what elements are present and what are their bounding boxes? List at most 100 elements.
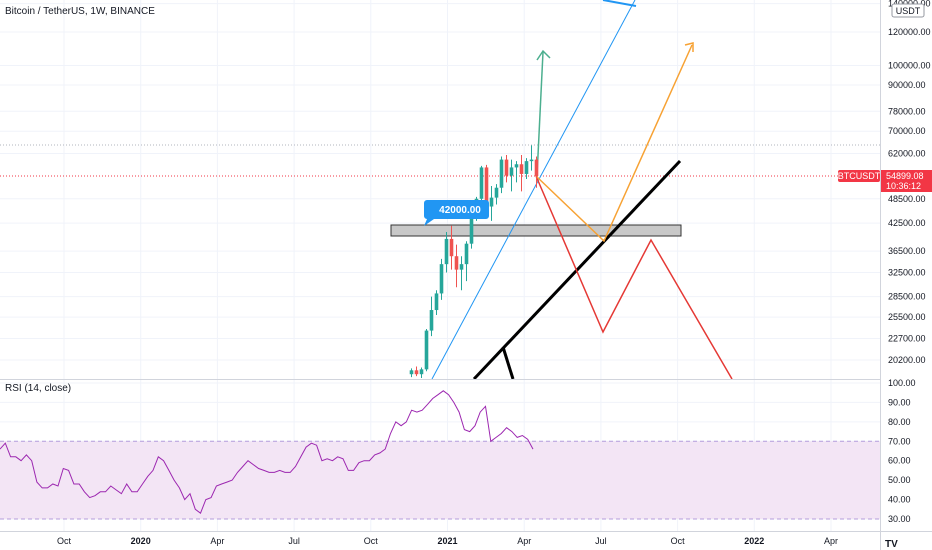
candle <box>454 244 459 288</box>
candle <box>514 161 519 183</box>
candle <box>479 165 484 203</box>
candle <box>529 145 534 171</box>
candle <box>534 156 539 188</box>
countdown-label: 10:36:12 <box>886 181 921 191</box>
time-tick-label: Jul <box>595 536 607 546</box>
price-axis[interactable]: 140000.00120000.00100000.0090000.0078000… <box>888 0 931 365</box>
callout-bubble <box>424 200 489 226</box>
blue-trend-line-top[interactable] <box>602 0 637 7</box>
price-tick-label: 20200.00 <box>888 355 926 365</box>
candle <box>524 158 529 179</box>
candle-body <box>414 370 419 375</box>
rsi-tick-label: 50.00 <box>888 475 911 485</box>
price-tick-label: 70000.00 <box>888 126 926 136</box>
rsi-band <box>0 441 880 519</box>
time-tick-label: Jul <box>288 536 300 546</box>
candle <box>444 231 449 273</box>
price-tick-label: 42500.00 <box>888 218 926 228</box>
candle-body <box>449 238 454 257</box>
red-projection-path[interactable] <box>535 175 733 380</box>
time-tick-label: Oct <box>57 536 72 546</box>
price-tick-label: 78000.00 <box>888 106 926 116</box>
rsi-tick-label: 90.00 <box>888 397 911 407</box>
rsi-title[interactable]: RSI (14, close) <box>5 383 71 394</box>
last-price-tag-box <box>881 170 932 192</box>
price-tick-label: 36500.00 <box>888 246 926 256</box>
time-tick-label: 2021 <box>437 536 457 546</box>
candle-body <box>509 167 514 176</box>
candlestick-series <box>409 145 539 378</box>
candle <box>464 241 469 282</box>
candle-body <box>519 164 524 174</box>
candle-body <box>459 264 464 270</box>
time-axis[interactable]: Oct 2020 Apr Jul Oct 2021 Apr Jul Oct 2022 Apr <box>57 536 838 546</box>
candle-body <box>514 164 519 168</box>
candle-body <box>444 238 449 265</box>
time-tick-label: Apr <box>517 536 531 546</box>
symbol-title[interactable]: Bitcoin / TetherUS, 1W, BINANCE <box>5 6 155 17</box>
candle <box>419 367 424 378</box>
candle <box>414 366 419 377</box>
rsi-tick-label: 40.00 <box>888 495 911 505</box>
black-arrow-head[interactable] <box>501 346 515 380</box>
support-zone[interactable] <box>390 224 682 237</box>
symbol-tag-label: BTCUSDT <box>838 171 881 181</box>
candle-body <box>524 161 529 174</box>
candle-body <box>419 369 424 375</box>
price-callout[interactable]: 42000.00 <box>424 200 489 226</box>
rsi-line <box>0 390 534 514</box>
candle <box>439 258 444 300</box>
blue-trend-line[interactable] <box>431 0 636 380</box>
green-projection-path[interactable] <box>536 51 544 177</box>
candle-body <box>494 187 499 198</box>
price-tick-label: 25500.00 <box>888 312 926 322</box>
candle-body <box>429 310 434 331</box>
price-tick-label: 90000.00 <box>888 80 926 90</box>
price-tick-label: 28500.00 <box>888 292 926 302</box>
rsi-tick-label: 100.00 <box>888 378 916 388</box>
rsi-axis[interactable]: 100.00 90.00 80.00 70.00 60.00 50.00 40.00 30.0… <box>888 378 916 524</box>
time-tick-label: 2020 <box>131 536 151 546</box>
rsi-tick-label: 60.00 <box>888 456 911 466</box>
candle <box>429 296 434 337</box>
orange-projection-path[interactable] <box>535 44 693 243</box>
candle <box>489 185 494 221</box>
last-price-tag: 54899.08 10:36:12 <box>881 170 932 192</box>
candle-body <box>534 159 539 176</box>
candle-body <box>464 243 469 265</box>
trend-drawings[interactable] <box>431 0 733 381</box>
price-tick-label: 32500.00 <box>888 267 926 277</box>
time-tick-label: Apr <box>210 536 224 546</box>
green-arrow-head <box>536 49 551 61</box>
candle <box>519 155 524 192</box>
time-tick-label: Oct <box>364 536 379 546</box>
candle-body <box>529 159 534 162</box>
time-tick-label: Oct <box>671 536 686 546</box>
candle-body <box>439 264 444 294</box>
last-price-label: 54899.08 <box>886 171 924 181</box>
candle-body <box>409 370 414 375</box>
time-tick-label: 2022 <box>744 536 764 546</box>
candle <box>409 368 414 378</box>
candle <box>499 156 504 194</box>
time-tick-label: Apr <box>824 536 838 546</box>
candle-body <box>424 330 429 370</box>
rsi-tick-label: 30.00 <box>888 514 911 524</box>
currency-button[interactable]: USDT <box>891 3 925 18</box>
tradingview-logo-mark: TV <box>885 539 898 550</box>
price-tick-label: 100000.00 <box>888 61 931 71</box>
candle <box>449 225 454 270</box>
candle <box>509 159 514 192</box>
symbol-tag: BTCUSDT <box>838 170 881 182</box>
orange-arrow-head <box>684 42 694 52</box>
candle-body <box>499 159 504 188</box>
price-tick-label: 120000.00 <box>888 27 931 37</box>
price-tick-label: 48500.00 <box>888 194 926 204</box>
rsi-tick-label: 80.00 <box>888 417 911 427</box>
candle <box>434 290 439 315</box>
candle <box>504 155 509 183</box>
candle-body <box>469 206 474 244</box>
candle-body <box>489 197 494 207</box>
candle-body <box>504 159 509 176</box>
